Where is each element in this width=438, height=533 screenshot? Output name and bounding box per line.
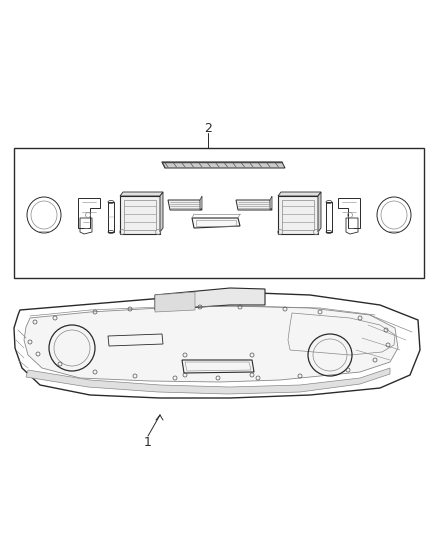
Polygon shape (14, 292, 420, 398)
Polygon shape (120, 196, 160, 234)
Polygon shape (155, 288, 265, 310)
Polygon shape (162, 162, 285, 168)
Polygon shape (318, 192, 321, 232)
Polygon shape (168, 200, 202, 210)
Polygon shape (120, 192, 163, 196)
Polygon shape (236, 200, 272, 210)
Bar (196, 220, 236, 226)
Text: 2: 2 (204, 122, 212, 134)
Polygon shape (26, 368, 390, 394)
Bar (14, 148, 424, 278)
Polygon shape (160, 192, 163, 232)
Polygon shape (155, 292, 195, 312)
Polygon shape (278, 196, 318, 234)
Polygon shape (270, 196, 272, 210)
Text: 1: 1 (144, 435, 152, 448)
Polygon shape (200, 196, 202, 210)
Polygon shape (24, 306, 398, 382)
Polygon shape (278, 192, 321, 196)
Polygon shape (192, 218, 240, 228)
